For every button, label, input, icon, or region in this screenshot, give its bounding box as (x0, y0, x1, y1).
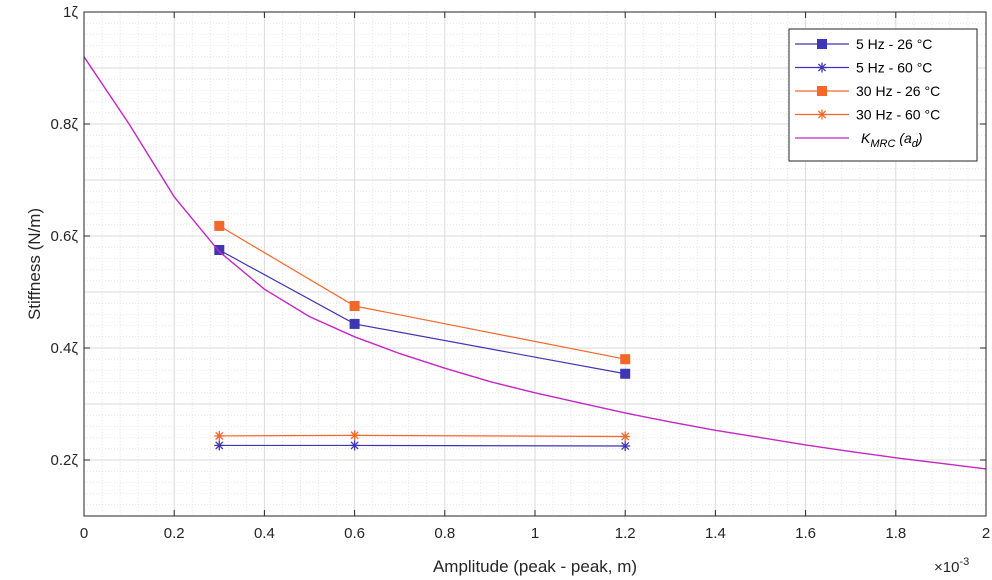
x-tick-label: 2 (982, 525, 990, 542)
x-tick-label: 0.2 (164, 525, 185, 542)
legend-entry-label: 30 Hz - 26 °C (856, 83, 940, 99)
data-point-star (214, 440, 225, 451)
x-tick-label: 1.2 (615, 525, 636, 542)
y-axis-label: Stiffness (N/m) (25, 208, 44, 320)
star-stroke (621, 441, 630, 451)
star-stroke (621, 432, 630, 441)
x-tick-label: 0 (80, 525, 88, 542)
series-curve-line (83, 56, 987, 470)
major-grid (83, 12, 987, 516)
star-stroke (817, 110, 827, 119)
series-line-2 (219, 444, 626, 447)
legend-swatch-marker (817, 62, 827, 73)
legend: 5 Hz - 26 °C 5 Hz - 60 °C 30 Hz - 26 °C 30 … (788, 28, 978, 162)
y-axis-ticks: 0.2ζ 0.4ζ 0.6ζ 0.8ζ 1ζ (51, 4, 986, 469)
star-stroke (350, 441, 359, 450)
data-point-square (620, 368, 631, 379)
y-tick-label: 0.8ζ (51, 116, 79, 133)
y-tick-label: 0.4ζ (51, 340, 79, 357)
data-point-square (349, 301, 360, 311)
y-tick-label: 0.6ζ (51, 228, 79, 245)
x-tick-label: 0.4 (254, 525, 275, 542)
legend-swatch-marker (817, 39, 827, 49)
star-stroke (817, 63, 827, 72)
data-point-square (349, 318, 360, 329)
legend-swatch-marker (817, 86, 827, 96)
x-tick-label: 1.8 (885, 525, 906, 542)
data-point-star (620, 441, 631, 451)
y-tick-label: 0.2ζ (51, 452, 79, 469)
legend-swatch-marker (817, 109, 827, 120)
data-point-square (620, 354, 631, 365)
star-stroke (350, 431, 359, 440)
x-axis-ticks: 0 0.2 0.4 0.6 0.8 1 1.2 1.4 1.6 1.8 2 (80, 12, 990, 542)
data-point-star (349, 430, 360, 441)
star-stroke (215, 431, 224, 440)
x-tick-label: 1.4 (705, 525, 726, 542)
data-point-square (214, 245, 225, 255)
x-tick-label: 1 (531, 525, 539, 542)
x-tick-label: 0.8 (434, 525, 455, 542)
legend-entry-label: 5 Hz - 26 °C (856, 36, 932, 52)
legend-entry-label: 5 Hz - 60 °C (856, 60, 932, 76)
y-tick-label: 1ζ (63, 4, 78, 21)
x-exponent-label: ×10-3 (934, 556, 969, 576)
x-tick-label: 0.6 (344, 525, 365, 542)
data-point-star (349, 440, 360, 451)
series-layer (83, 56, 987, 470)
data-point-star (214, 430, 225, 441)
legend-entry-label: 30 Hz - 60 °C (856, 107, 940, 123)
x-axis-label: Amplitude (peak - peak, m) (433, 557, 637, 576)
data-point-square (214, 220, 225, 231)
legend-entry-label: KMRC (ad) (861, 130, 923, 150)
data-point-star (620, 431, 631, 442)
x-tick-label: 1.6 (795, 525, 816, 542)
star-stroke (215, 441, 224, 450)
